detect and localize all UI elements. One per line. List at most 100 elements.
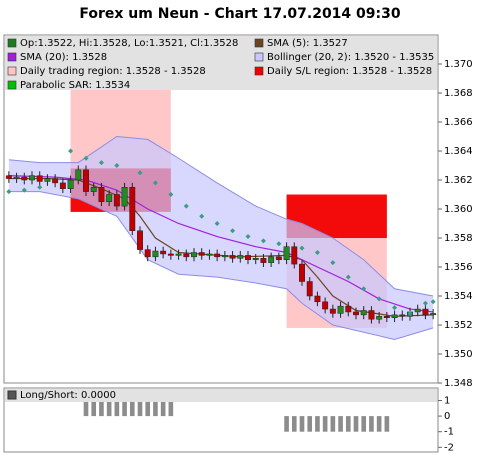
bar: [137, 400, 143, 417]
candle-body: [221, 255, 228, 258]
legend-label: Bollinger (20, 2): 1.3520 - 1.3535: [267, 52, 434, 63]
legend-label: Long/Short: 0.0000: [20, 390, 116, 401]
y-tick-label: 1.370: [444, 59, 473, 70]
legend-swatch: [7, 390, 17, 400]
candle-body: [237, 255, 244, 259]
bar: [168, 400, 174, 417]
sar-dot: [98, 160, 104, 166]
candle-body: [67, 179, 74, 189]
bar: [376, 416, 382, 432]
y-tick-label: 1: [444, 395, 450, 406]
sub-legend-box: [5, 389, 437, 402]
sar-dot: [422, 300, 428, 306]
candle-body: [306, 281, 313, 297]
candle-body: [260, 258, 267, 263]
sar-dot: [137, 170, 143, 176]
y-tick-label: 1.350: [444, 349, 473, 360]
y-tick-label: 1.366: [444, 117, 473, 128]
bar: [384, 416, 390, 432]
bar: [361, 416, 367, 432]
y-tick-label: -1: [444, 427, 454, 438]
legend-swatch: [254, 66, 264, 76]
sar-dot: [230, 228, 236, 234]
bar: [83, 400, 89, 417]
candle-body: [229, 255, 236, 259]
bar: [91, 400, 97, 417]
candle-body: [5, 175, 12, 179]
bar: [330, 416, 336, 432]
y-tick-label: 1.362: [444, 175, 473, 186]
y-tick-label: 1.368: [444, 88, 473, 99]
sar-dot: [83, 155, 89, 161]
sar-dot: [168, 192, 174, 197]
candle-body: [167, 253, 174, 256]
candle-body: [360, 310, 367, 316]
candle-body: [21, 176, 28, 181]
sar-dot: [245, 234, 251, 240]
sar-dot: [392, 305, 398, 311]
candle-body: [345, 305, 352, 313]
candle-body: [329, 308, 336, 314]
candle-body: [98, 187, 105, 202]
sar-dot: [183, 203, 189, 209]
y-tick-label: 1.364: [444, 146, 473, 157]
candle-body: [245, 255, 251, 260]
bar: [291, 416, 297, 432]
candle-body: [252, 258, 259, 260]
candle-body: [44, 178, 51, 182]
bar: [284, 416, 289, 432]
candle-body: [314, 295, 321, 303]
sar-dot: [68, 148, 74, 154]
bar: [353, 416, 359, 432]
bar: [114, 400, 120, 417]
candle-body: [13, 176, 20, 179]
candle-body: [52, 178, 59, 184]
candle-body: [113, 194, 120, 207]
legend-swatch: [254, 52, 264, 62]
legend-label: Daily S/L region: 1.3528 - 1.3528: [267, 66, 432, 77]
candle-body: [59, 182, 66, 189]
candle-body: [422, 308, 429, 316]
legend-swatch: [7, 52, 17, 62]
candle-body: [206, 253, 213, 256]
candle-body: [275, 256, 282, 261]
legend-label: Op:1.3522, Hi:1.3528, Lo:1.3521, Cl:1.35…: [20, 38, 238, 49]
candle-body: [283, 246, 290, 260]
sar-dot: [152, 180, 158, 186]
bar: [322, 416, 328, 432]
candle-body: [198, 252, 205, 256]
bar: [315, 416, 320, 432]
candle-body: [152, 250, 159, 258]
sar-dot: [376, 296, 382, 302]
sar-dot: [299, 245, 305, 251]
y-tick-label: -2: [444, 442, 454, 453]
sar-dot: [361, 286, 367, 292]
y-tick-label: 1.348: [444, 378, 473, 389]
sar-dot: [260, 238, 266, 244]
sar-dot: [199, 213, 205, 219]
bar: [338, 416, 343, 432]
sar-dot: [330, 260, 336, 266]
sar-dot: [430, 299, 436, 305]
candle-body: [337, 305, 344, 314]
sar-dot: [214, 221, 220, 226]
candle-body: [183, 253, 190, 258]
candle-body: [430, 313, 437, 316]
candle-body: [75, 169, 82, 181]
candle-body: [129, 187, 136, 231]
legend-swatch: [7, 38, 17, 48]
candle-body: [160, 250, 167, 255]
bar: [369, 416, 374, 432]
candle-body: [191, 252, 197, 258]
bar: [106, 400, 112, 417]
y-tick-label: 0: [444, 411, 450, 422]
candle-body: [368, 310, 375, 320]
legend-label: SMA (20): 1.3528: [20, 52, 107, 63]
candle-body: [106, 194, 113, 202]
candle-body: [399, 314, 406, 317]
legend-label: Daily trading region: 1.3528 - 1.3528: [20, 66, 206, 77]
candle-body: [29, 175, 35, 181]
bar: [345, 416, 351, 432]
candle-body: [90, 187, 97, 192]
